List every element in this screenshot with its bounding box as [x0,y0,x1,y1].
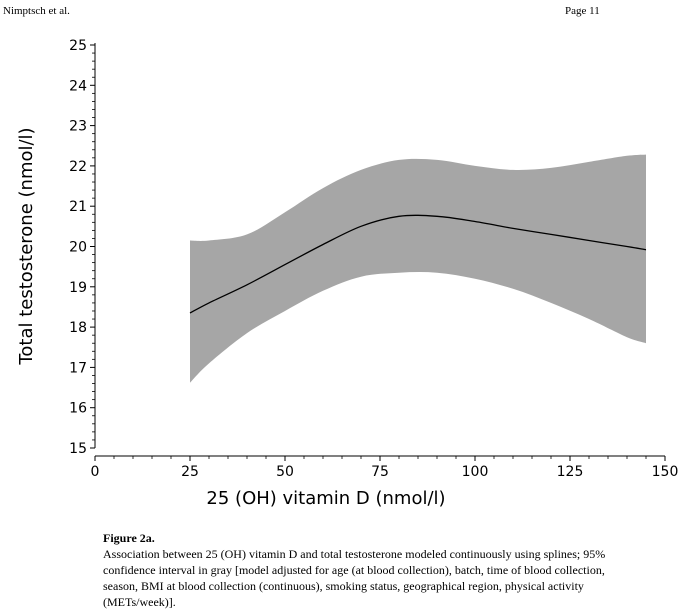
x-tick-label: 50 [276,464,294,480]
y-tick-label: 21 [69,199,87,215]
confidence-band [190,154,646,383]
y-tick-label: 15 [69,441,87,457]
y-tick-label: 20 [69,240,87,256]
confidence-band-layer [190,154,646,383]
spline-line-layer [189,214,647,314]
running-header-page: Page 11 [565,5,600,17]
y-tick-label: 17 [69,360,87,376]
y-tick-label: 23 [69,119,87,135]
x-tick-label: 75 [371,464,389,480]
x-tick-label: 25 [181,464,199,480]
y-tick-label: 19 [69,280,87,296]
x-tick-label: 125 [557,464,584,480]
y-axis-title: Total testosterone (nmol/l) [16,127,37,365]
spline-line [189,214,647,314]
axes-layer: 15 16 17 18 19 20 21 22 23 24 25 0 25 50 75 100 125 150 [69,38,678,480]
x-tick-label: 0 [91,464,100,480]
chart: 15 16 17 18 19 20 21 22 23 24 25 0 25 50 75 100 125 150 2… [16,38,678,509]
y-tick-label: 16 [69,401,87,417]
x-tick-label: 100 [462,464,489,480]
running-header-authors: Nimptsch et al. [3,5,70,17]
y-tick-label: 25 [69,38,87,54]
y-tick-label: 18 [69,320,87,336]
figure-label: Figure 2a. [103,531,155,545]
y-tick-label: 22 [69,159,87,175]
x-tick-label: 150 [652,464,679,480]
figure-caption-text: Association between 25 (OH) vitamin D an… [103,547,606,609]
figure-caption: Figure 2a. Association between 25 (OH) v… [103,530,623,610]
y-tick-label: 24 [69,78,87,94]
x-axis-title: 25 (OH) vitamin D (nmol/l) [206,488,445,509]
